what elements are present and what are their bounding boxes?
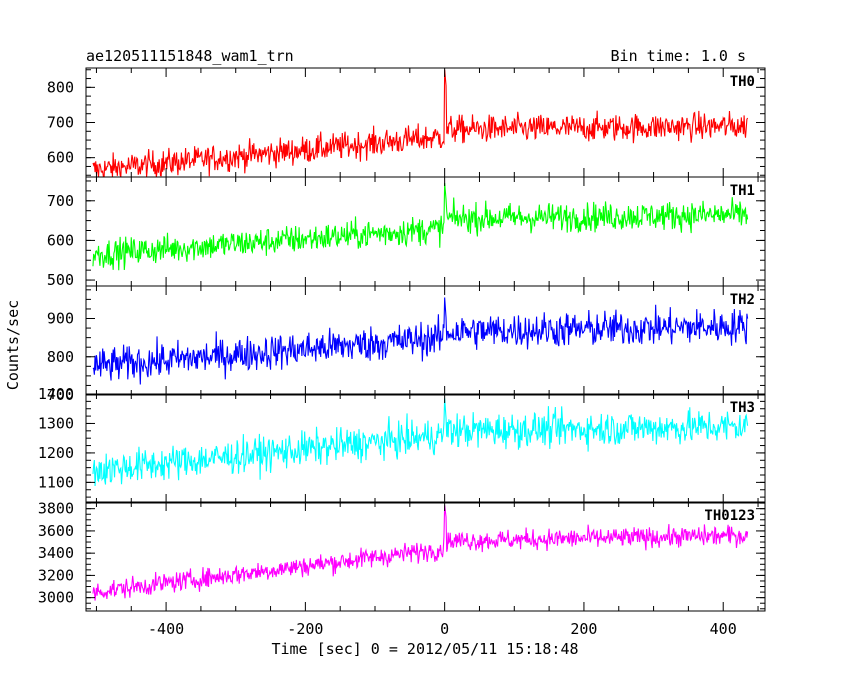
panel-label: TH2 xyxy=(730,292,755,308)
y-tick-label: 1200 xyxy=(38,444,74,462)
panel-frame xyxy=(85,501,766,612)
x-axis-label: Time [sec] 0 = 2012/05/11 15:18:48 xyxy=(271,640,578,658)
panel-frame xyxy=(85,285,766,396)
panel-th0: 600 700 800 TH0 xyxy=(47,67,766,178)
y-tick-label: 3800 xyxy=(38,500,74,518)
y-tick-label: 700 xyxy=(47,192,74,210)
y-tick-label: 500 xyxy=(47,271,74,289)
panel-label: TH0 xyxy=(730,74,755,90)
panel-th2: 700 800 900 TH2 xyxy=(47,285,766,404)
panel-label: TH1 xyxy=(730,183,755,199)
y-axis-label: Counts/sec xyxy=(4,300,22,390)
x-tick-label: -200 xyxy=(287,620,323,638)
panel-frame xyxy=(85,393,766,504)
y-tick-label: 900 xyxy=(47,310,74,328)
x-tick-label: 200 xyxy=(570,620,597,638)
y-tick-label: 3200 xyxy=(38,566,74,584)
panels-group: 600 700 800 TH0 500 600 700 TH1 700 800 900 TH2 1100… xyxy=(38,67,766,638)
y-tick-label: 3600 xyxy=(38,522,74,540)
x-tick-label: 0 xyxy=(440,620,449,638)
bin-time-label: Bin time: 1.0 s xyxy=(611,47,746,65)
y-tick-label: 1400 xyxy=(38,385,74,403)
y-tick-label: 700 xyxy=(47,114,74,132)
y-tick-label: 1100 xyxy=(38,473,74,491)
y-tick-label: 600 xyxy=(47,231,74,249)
chart-title: ae120511151848_wam1_trn xyxy=(86,47,294,65)
y-tick-label: 3400 xyxy=(38,544,74,562)
panel-th0123: 3000 3200 3400 3600 3800 TH0123 xyxy=(38,500,766,612)
series-line-th0123 xyxy=(92,505,749,601)
series-line-th1 xyxy=(92,182,749,271)
panel-th1: 500 600 700 TH1 xyxy=(47,176,766,289)
x-tick-label: -400 xyxy=(148,620,184,638)
panel-frame xyxy=(85,176,766,287)
y-tick-label: 700 xyxy=(47,386,74,404)
y-tick-label: 3000 xyxy=(38,589,74,607)
y-tick-label: 1300 xyxy=(38,414,74,432)
series-line-th2 xyxy=(92,297,749,385)
panel-label: TH3 xyxy=(730,400,755,416)
x-tick-label: 400 xyxy=(710,620,737,638)
series-line-th3 xyxy=(92,398,749,487)
panel-label: TH0123 xyxy=(704,508,755,524)
y-tick-label: 800 xyxy=(47,348,74,366)
y-tick-label: 800 xyxy=(47,78,74,96)
series-line-th0 xyxy=(92,69,749,178)
y-tick-label: 600 xyxy=(47,149,74,167)
panel-th3: 1100 1200 1300 1400 TH3 xyxy=(38,385,766,504)
